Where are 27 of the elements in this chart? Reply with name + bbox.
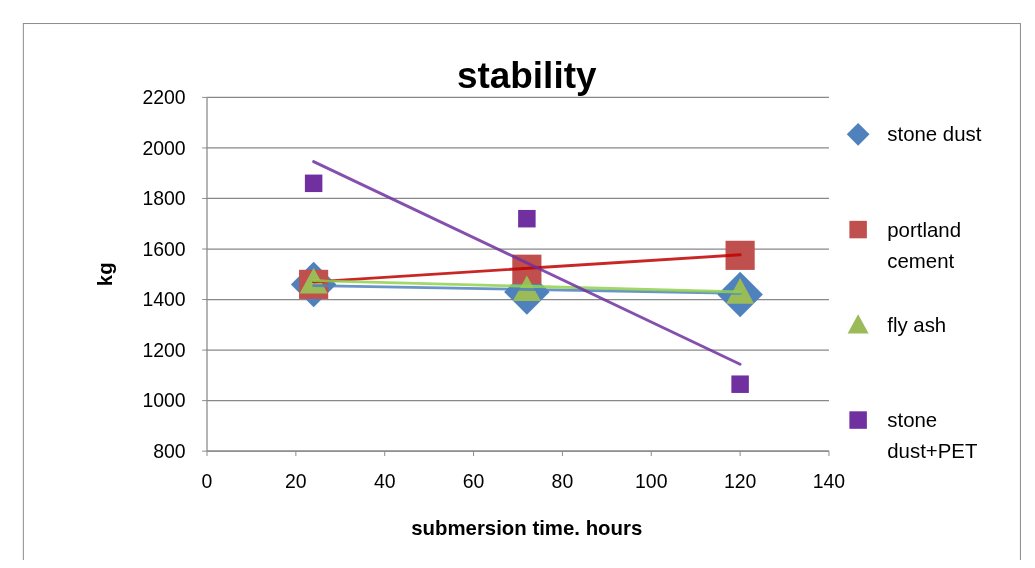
legend-label: stone dust+PET (887, 409, 978, 463)
x-tick-label: 140 (812, 470, 846, 493)
x-axis-title: submersion time. hours (411, 516, 643, 539)
y-tick-label: 1400 (142, 288, 186, 311)
x-tick-label: 0 (201, 470, 213, 493)
y-tick-label: 1600 (142, 237, 186, 260)
y-tick-label: 1800 (142, 187, 186, 210)
point (731, 375, 749, 393)
x-tick-label: 20 (285, 470, 307, 493)
point (725, 240, 755, 270)
x-tick-label: 100 (635, 470, 668, 493)
legend-label: fly ash (887, 313, 947, 336)
point (518, 209, 536, 228)
x-tick-label: 80 (551, 470, 574, 493)
chart-title: stability (457, 54, 597, 96)
x-tick-label: 60 (462, 470, 485, 493)
x-tick-label: 120 (723, 470, 757, 493)
y-tick-label: 2000 (142, 136, 186, 159)
y-tick-label: 800 (153, 439, 186, 462)
x-tick-label: 40 (373, 470, 396, 493)
y-tick-label: 2200 (142, 86, 186, 109)
point (304, 174, 323, 193)
legend-label: stone dust (887, 123, 982, 146)
y-tick-label: 1000 (142, 389, 186, 412)
y-axis-title: kg (93, 262, 116, 287)
y-tick-label: 1200 (142, 338, 186, 361)
legend-label: portland cement (887, 218, 961, 272)
